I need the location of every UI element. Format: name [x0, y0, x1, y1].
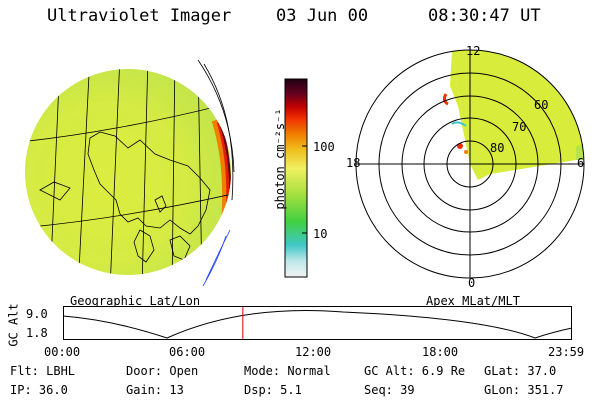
time-label: 08:30:47 UT: [428, 6, 541, 26]
polar-plot: [355, 49, 585, 279]
orbit-ytick-high: 9.0: [26, 307, 48, 321]
glon-info: GLon: 351.7: [484, 383, 564, 397]
colorbar-tick-100: 100: [313, 140, 335, 154]
filter-info: Flt: LBHL: [10, 364, 76, 378]
mlat-label-70: 70: [512, 120, 527, 134]
mlt-label-0: 0: [468, 276, 476, 290]
orbit-xtick-0600: 06:00: [169, 345, 206, 359]
mode-info: Mode: Normal: [244, 364, 331, 378]
orbit-xtick-1800: 18:00: [422, 345, 459, 359]
orbit-ylabel: GC Alt: [6, 303, 21, 347]
dsp-info: Dsp: 5.1: [244, 383, 302, 397]
orbit-xtick-1200: 12:00: [295, 345, 332, 359]
mlt-label-6: 6: [577, 156, 585, 170]
apex-panel-label: Apex MLat/MLT: [426, 294, 520, 308]
mlt-label-18: 18: [346, 156, 361, 170]
mlat-label-80: 80: [490, 141, 505, 155]
orbit-altitude-plot: [63, 306, 572, 340]
date-label: 03 Jun 00: [276, 6, 369, 26]
app-title: Ultraviolet Imager: [47, 6, 232, 26]
seq-info: Seq: 39: [364, 383, 415, 397]
glat-info: GLat: 37.0: [484, 364, 557, 378]
gain-info: Gain: 13: [126, 383, 184, 397]
orbit-xtick-2359: 23:59: [548, 345, 585, 359]
orbit-xtick-0000: 00:00: [44, 345, 81, 359]
orbit-ytick-low: 1.8: [26, 326, 48, 340]
geographic-panel-label: Geographic Lat/Lon: [70, 294, 201, 308]
colorbar: [284, 78, 308, 278]
mlt-label-12: 12: [466, 44, 481, 58]
mlat-label-60: 60: [534, 98, 549, 112]
ip-info: IP: 36.0: [10, 383, 68, 397]
colorbar-unit-label: photon cm⁻²s⁻¹: [273, 108, 287, 210]
colorbar-tick-10: 10: [313, 227, 328, 241]
gc-alt-info: GC Alt: 6.9 Re: [364, 364, 466, 378]
geographic-image: [25, 59, 235, 287]
door-info: Door: Open: [126, 364, 199, 378]
